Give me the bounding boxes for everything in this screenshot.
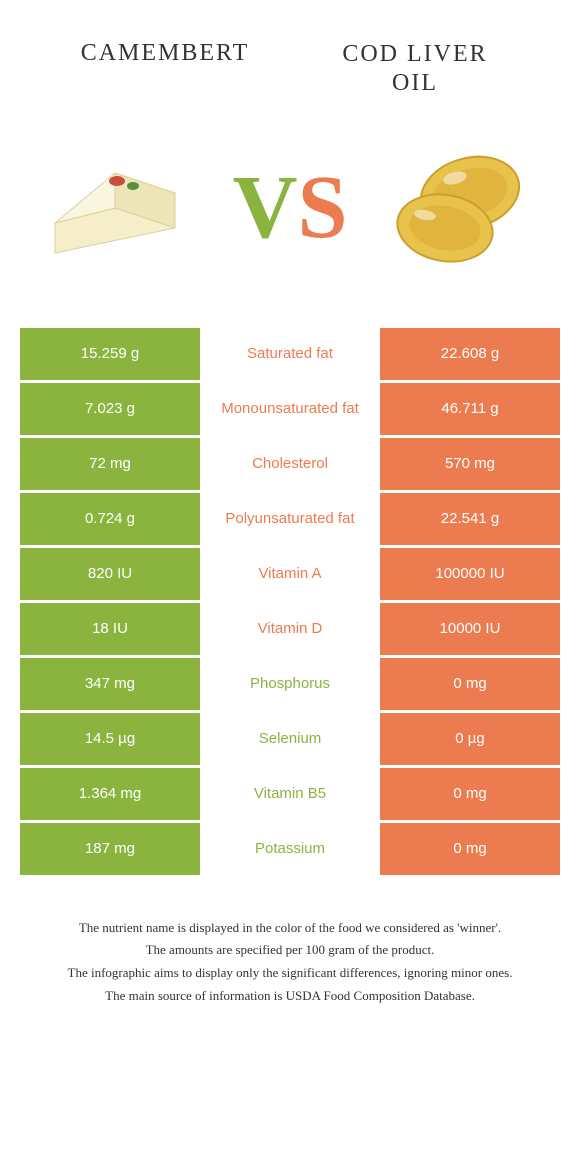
- nutrient-label: Polyunsaturated fat: [200, 493, 380, 545]
- left-value: 15.259 g: [20, 328, 200, 380]
- left-value: 820 IU: [20, 548, 200, 600]
- left-value: 72 mg: [20, 438, 200, 490]
- right-value: 22.608 g: [380, 328, 560, 380]
- table-row: 14.5 µgSelenium0 µg: [20, 713, 560, 765]
- nutrient-label: Potassium: [200, 823, 380, 875]
- right-food-title: COD LIVER OIL: [290, 40, 540, 98]
- vs-label: VS: [232, 156, 347, 259]
- vs-s-letter: S: [297, 158, 347, 257]
- vs-v-letter: V: [232, 158, 297, 257]
- table-row: 0.724 gPolyunsaturated fat22.541 g: [20, 493, 560, 545]
- camembert-image: [30, 128, 210, 288]
- left-value: 7.023 g: [20, 383, 200, 435]
- left-value: 347 mg: [20, 658, 200, 710]
- right-value: 0 µg: [380, 713, 560, 765]
- nutrient-label: Selenium: [200, 713, 380, 765]
- right-title-line2: OIL: [290, 69, 540, 98]
- right-value: 100000 IU: [380, 548, 560, 600]
- footer-line1: The nutrient name is displayed in the co…: [30, 918, 550, 939]
- nutrient-label: Monounsaturated fat: [200, 383, 380, 435]
- footer-notes: The nutrient name is displayed in the co…: [0, 878, 580, 1029]
- right-value: 570 mg: [380, 438, 560, 490]
- footer-line4: The main source of information is USDA F…: [30, 986, 550, 1007]
- right-title-line1: COD LIVER: [290, 40, 540, 69]
- table-row: 7.023 gMonounsaturated fat46.711 g: [20, 383, 560, 435]
- table-row: 1.364 mgVitamin B50 mg: [20, 768, 560, 820]
- table-row: 347 mgPhosphorus0 mg: [20, 658, 560, 710]
- left-food-title: CAMEMBERT: [40, 40, 290, 98]
- nutrient-label: Phosphorus: [200, 658, 380, 710]
- nutrient-label: Vitamin A: [200, 548, 380, 600]
- table-row: 187 mgPotassium0 mg: [20, 823, 560, 875]
- right-value: 0 mg: [380, 823, 560, 875]
- comparison-table: 15.259 gSaturated fat22.608 g7.023 gMono…: [20, 328, 560, 875]
- cheese-icon: [45, 153, 195, 263]
- footer-line3: The infographic aims to display only the…: [30, 963, 550, 984]
- table-row: 72 mgCholesterol570 mg: [20, 438, 560, 490]
- right-value: 10000 IU: [380, 603, 560, 655]
- left-value: 0.724 g: [20, 493, 200, 545]
- nutrient-label: Vitamin D: [200, 603, 380, 655]
- cod-liver-oil-image: [370, 128, 550, 288]
- nutrient-label: Saturated fat: [200, 328, 380, 380]
- images-row: VS: [0, 108, 580, 328]
- header: CAMEMBERT COD LIVER OIL: [0, 0, 580, 108]
- left-value: 1.364 mg: [20, 768, 200, 820]
- right-value: 0 mg: [380, 768, 560, 820]
- right-value: 22.541 g: [380, 493, 560, 545]
- right-value: 46.711 g: [380, 383, 560, 435]
- nutrient-label: Vitamin B5: [200, 768, 380, 820]
- footer-line2: The amounts are specified per 100 gram o…: [30, 940, 550, 961]
- right-value: 0 mg: [380, 658, 560, 710]
- table-row: 15.259 gSaturated fat22.608 g: [20, 328, 560, 380]
- nutrient-label: Cholesterol: [200, 438, 380, 490]
- left-value: 187 mg: [20, 823, 200, 875]
- left-value: 14.5 µg: [20, 713, 200, 765]
- table-row: 820 IUVitamin A100000 IU: [20, 548, 560, 600]
- table-row: 18 IUVitamin D10000 IU: [20, 603, 560, 655]
- capsule-icon: [385, 143, 535, 273]
- left-value: 18 IU: [20, 603, 200, 655]
